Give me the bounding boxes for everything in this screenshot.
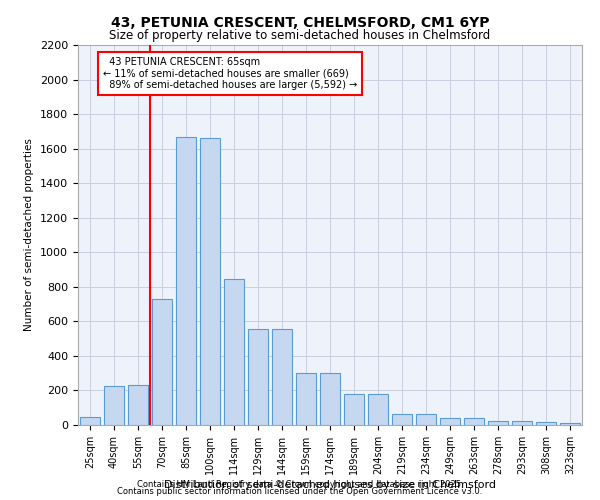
Bar [296,373,316,425]
Bar [128,386,148,425]
Bar [392,414,412,425]
Text: Contains HM Land Registry data © Crown copyright and database right 2025.: Contains HM Land Registry data © Crown c… [137,480,463,489]
Bar [104,386,124,425]
Text: Size of property relative to semi-detached houses in Chelmsford: Size of property relative to semi-detach… [109,29,491,42]
Y-axis label: Number of semi-detached properties: Number of semi-detached properties [25,138,34,332]
Bar [224,279,244,425]
X-axis label: Distribution of semi-detached houses by size in Chelmsford: Distribution of semi-detached houses by … [164,480,496,490]
Bar [248,329,268,425]
Bar [488,421,508,425]
Text: Contains public sector information licensed under the Open Government Licence v3: Contains public sector information licen… [118,488,482,496]
Bar [176,136,196,425]
Bar [416,414,436,425]
Bar [200,138,220,425]
Bar [440,418,460,425]
Text: 43, PETUNIA CRESCENT, CHELMSFORD, CM1 6YP: 43, PETUNIA CRESCENT, CHELMSFORD, CM1 6Y… [111,16,489,30]
Bar [368,394,388,425]
Bar [320,373,340,425]
Bar [344,394,364,425]
Bar [272,329,292,425]
Bar [464,418,484,425]
Bar [152,299,172,425]
Bar [512,421,532,425]
Bar [536,422,556,425]
Bar [80,417,100,425]
Text: 43 PETUNIA CRESCENT: 65sqm
← 11% of semi-detached houses are smaller (669)
  89%: 43 PETUNIA CRESCENT: 65sqm ← 11% of semi… [103,57,358,90]
Bar [560,424,580,425]
